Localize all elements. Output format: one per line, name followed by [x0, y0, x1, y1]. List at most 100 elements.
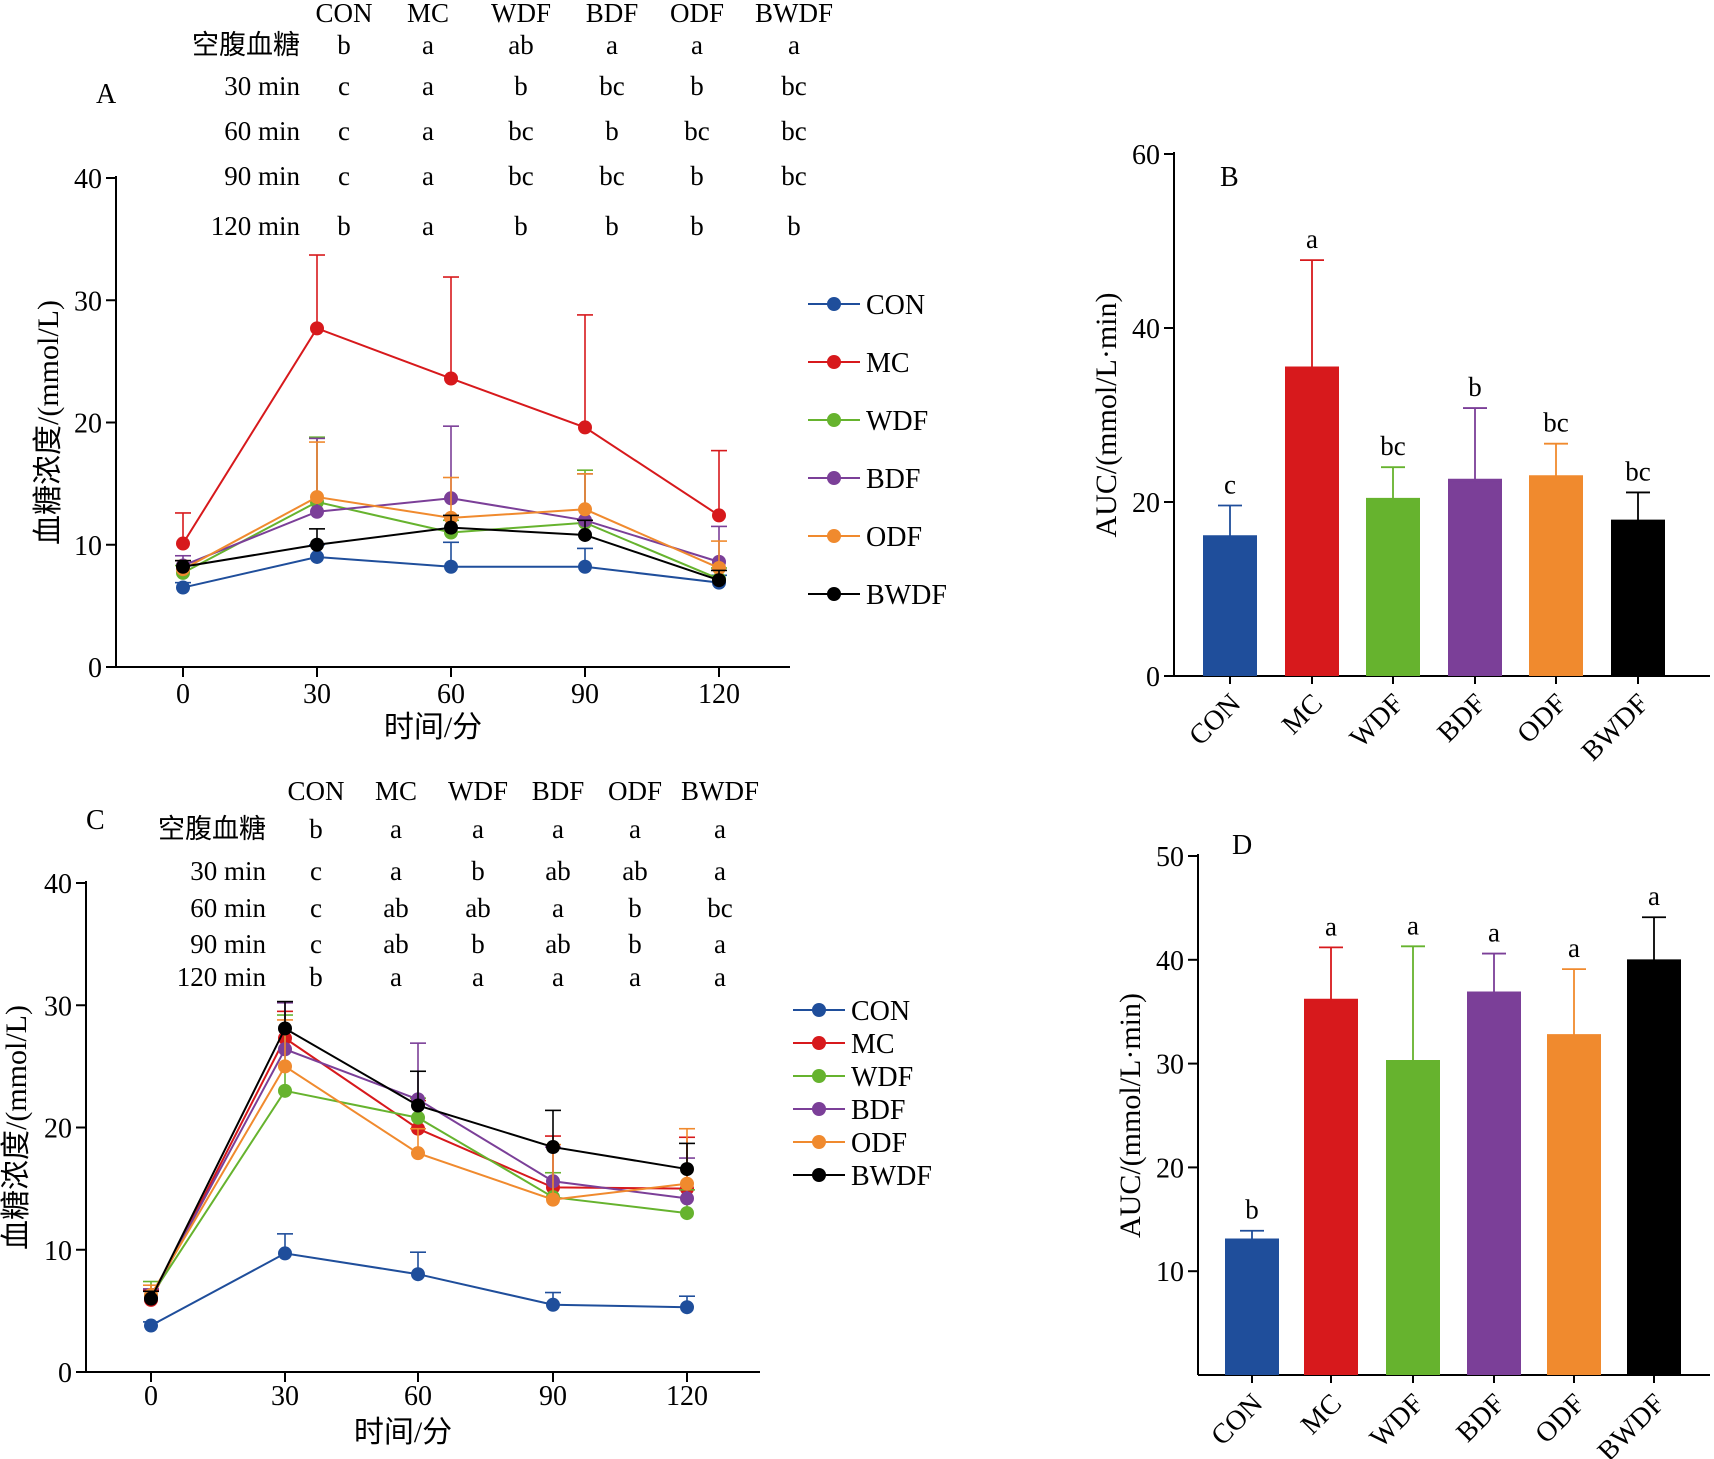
legend-marker-odf [827, 529, 841, 543]
data-point-con [176, 580, 190, 595]
sig-letter: b [309, 814, 323, 844]
y-tick-label: 20 [74, 409, 102, 440]
y-tick-label: 60 [1132, 140, 1160, 171]
sig-header-bwdf: BWDF [681, 776, 759, 806]
sig-letter: a [714, 929, 726, 959]
x-tick-label: 60 [404, 1381, 432, 1412]
x-tick-label: 60 [437, 679, 465, 710]
sig-header-bdf: BDF [532, 776, 585, 806]
legend-marker-con [812, 1003, 826, 1017]
sig-letter: b [628, 929, 642, 959]
bar-bdf [1467, 993, 1521, 1375]
sig-header-wdf: WDF [491, 0, 551, 28]
significance-letter-con: b [1245, 1195, 1259, 1225]
sig-letter: a [472, 814, 484, 844]
category-label-bdf: BDF [1451, 1388, 1511, 1448]
data-point-bwdf [712, 573, 726, 588]
legend-marker-con [827, 297, 841, 311]
sig-letter: c [310, 856, 322, 886]
legend-marker-mc [827, 355, 841, 369]
legend-marker-bwdf [827, 587, 841, 601]
sig-letter: a [390, 814, 402, 844]
sig-letter: a [629, 962, 641, 992]
sig-header-odf: ODF [670, 0, 724, 28]
data-point-bwdf [680, 1162, 694, 1177]
sig-letter: ab [383, 929, 408, 959]
data-point-bdf [310, 504, 324, 519]
x-tick-label: 30 [303, 679, 331, 710]
bar-bwdf [1627, 960, 1681, 1375]
sig-letter: ab [622, 856, 647, 886]
significance-letter-odf: a [1568, 933, 1580, 963]
data-point-bwdf [546, 1140, 560, 1155]
sig-header-bwdf: BWDF [755, 0, 833, 28]
y-tick-label: 0 [58, 1358, 72, 1389]
legend-label-bdf: BDF [866, 464, 920, 495]
series-line-bwdf [150, 1027, 688, 1300]
sig-letter: a [552, 962, 564, 992]
data-point-mc [712, 508, 726, 523]
y-tick-label: 50 [1156, 842, 1184, 873]
sig-header-mc: MC [407, 0, 449, 28]
sig-header-con: CON [287, 776, 344, 806]
y-axis-title: AUC/(mmol/L·min) [1090, 293, 1123, 538]
significance-letter-con: c [1224, 469, 1236, 499]
y-tick-label: 10 [1156, 1257, 1184, 1288]
sig-letter: a [714, 814, 726, 844]
y-tick-label: 20 [1156, 1153, 1184, 1184]
legend-marker-wdf [827, 413, 841, 427]
sig-letter: b [337, 30, 351, 60]
sig-letter: a [714, 856, 726, 886]
series-line-con [150, 1252, 688, 1327]
legend-label-wdf: WDF [851, 1062, 913, 1093]
x-axis-title: 时间/分 [384, 711, 482, 744]
legend-marker-wdf [812, 1069, 826, 1083]
legend-label-odf: ODF [851, 1128, 907, 1159]
sig-letter: ab [465, 893, 490, 923]
sig-letter: a [552, 893, 564, 923]
data-point-con [310, 549, 324, 564]
panel-d-bar-chart: D 10 20 30 40 50 AUC/(mmol/L·min) b CON a MC a WDF a B… [1114, 830, 1710, 1459]
y-tick-label: 10 [74, 531, 102, 562]
data-point-bwdf [144, 1291, 158, 1306]
data-point-bwdf [176, 559, 190, 574]
sig-letter: b [605, 116, 619, 146]
sig-letter: a [552, 814, 564, 844]
data-point-con [546, 1297, 560, 1312]
data-point-con [411, 1267, 425, 1282]
significance-letter-wdf: bc [1380, 431, 1406, 461]
sig-row-label: 120 min [211, 211, 301, 241]
y-tick-label: 40 [44, 869, 72, 900]
category-label-wdf: WDF [1344, 688, 1410, 754]
data-point-con [578, 559, 592, 574]
sig-row-label: 30 min [190, 856, 266, 886]
significance-letter-bdf: a [1488, 918, 1500, 948]
sig-letter: c [338, 116, 350, 146]
series-bwdf [175, 514, 727, 588]
sig-letter: a [606, 30, 618, 60]
bar-odf [1529, 476, 1583, 676]
data-point-con [278, 1246, 292, 1261]
bar-bwdf [1611, 521, 1665, 676]
significance-letter-bdf: b [1468, 372, 1482, 402]
y-tick-label: 30 [1156, 1050, 1184, 1081]
data-point-bwdf [310, 537, 324, 552]
series-con [143, 1233, 695, 1333]
sig-letter: c [338, 71, 350, 101]
sig-letter: b [690, 211, 704, 241]
panel-a-line-chart: A 0 10 20 30 40 0 30 60 90 120 时间/分 血糖浓度/(mmol/L) CON… [32, 0, 947, 744]
sig-letter: c [310, 929, 322, 959]
y-tick-label: 0 [1146, 662, 1160, 693]
data-point-bwdf [444, 520, 458, 535]
x-tick-label: 0 [144, 1381, 158, 1412]
sig-letter: a [390, 962, 402, 992]
category-label-bwdf: BWDF [1592, 1388, 1671, 1459]
sig-row-label: 30 min [224, 71, 300, 101]
y-tick-label: 10 [44, 1236, 72, 1267]
legend-marker-odf [812, 1135, 826, 1149]
significance-letter-mc: a [1325, 911, 1337, 941]
panel-letter: C [86, 805, 105, 836]
sig-letter: bc [781, 71, 807, 101]
sig-letter: b [309, 962, 323, 992]
y-tick-label: 30 [74, 286, 102, 317]
